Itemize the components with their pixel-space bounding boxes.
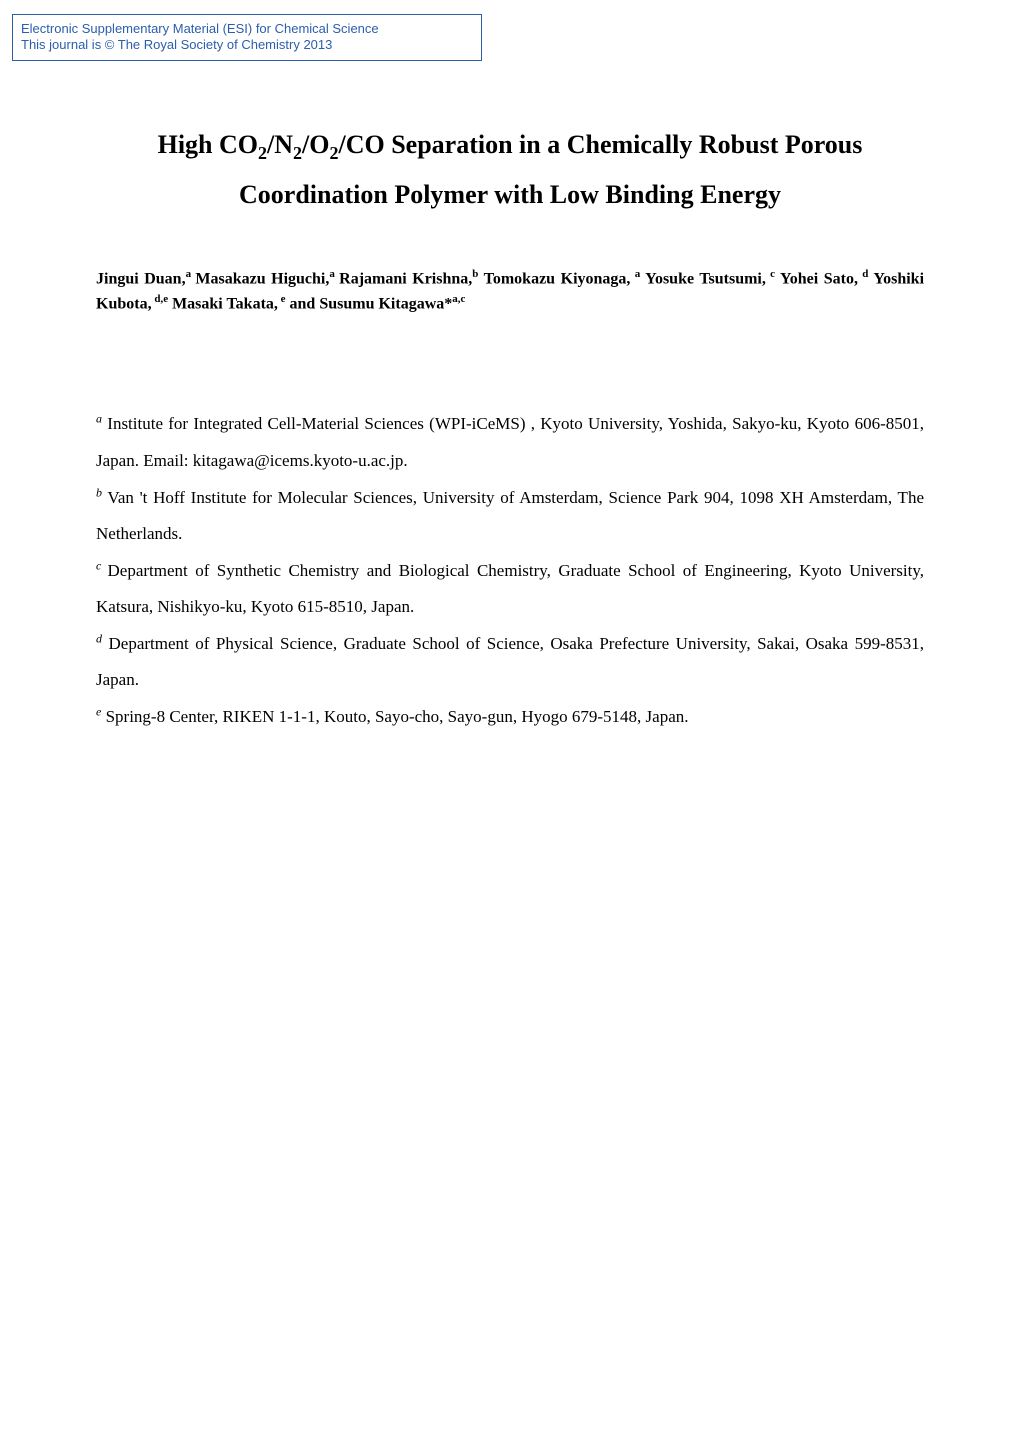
author-9-affil: a,c (452, 293, 465, 305)
title-sub1: 2 (258, 143, 267, 163)
affil-d-text: Department of Physical Science, Graduate… (96, 634, 924, 690)
affil-e-text: Spring-8 Center, RIKEN 1-1-1, Kouto, Say… (101, 707, 688, 726)
affil-c-text: Department of Synthetic Chemistry and Bi… (96, 561, 924, 617)
author-8: Masaki Takata, (168, 295, 278, 312)
author-2: Masakazu Higuchi, (195, 270, 329, 287)
author-8-affil: e (278, 293, 286, 305)
author-5-affil: c (766, 268, 775, 280)
affiliation-e: e Spring-8 Center, RIKEN 1-1-1, Kouto, S… (96, 699, 924, 736)
title-part-prefix: High CO (158, 130, 258, 159)
author-3: Rajamani Krishna, (339, 270, 472, 287)
author-2-affil: a (329, 268, 339, 280)
title-part-suffix: /CO Separation in a Chemically Robust Po… (239, 130, 862, 209)
title-sub2: 2 (293, 143, 302, 163)
title-part-mid2: /O (302, 130, 329, 159)
author-4-affil: a (630, 268, 640, 280)
author-1-affil: a (186, 268, 196, 280)
esi-header-line2: This journal is © The Royal Society of C… (21, 37, 473, 53)
author-5: Yosuke Tsutsumi, (640, 270, 766, 287)
page-content: High CO2/N2/O2/CO Separation in a Chemic… (96, 80, 924, 735)
authors-block: Jingui Duan,a Masakazu Higuchi,a Rajaman… (96, 266, 924, 317)
author-9: and Susumu Kitagawa* (286, 295, 453, 312)
title-part-mid1: /N (267, 130, 293, 159)
affiliations-block: a Institute for Integrated Cell-Material… (96, 406, 924, 735)
affil-c-sup: c (96, 558, 108, 572)
esi-header-line1: Electronic Supplementary Material (ESI) … (21, 21, 473, 37)
author-6: Yohei Sato, (775, 270, 858, 287)
affiliation-b: b Van 't Hoff Institute for Molecular Sc… (96, 480, 924, 553)
affiliation-a: a Institute for Integrated Cell-Material… (96, 406, 924, 479)
affiliation-d: d Department of Physical Science, Gradua… (96, 626, 924, 699)
affiliation-c: c Department of Synthetic Chemistry and … (96, 553, 924, 626)
affil-b-text: Van 't Hoff Institute for Molecular Scie… (96, 488, 924, 544)
paper-title: High CO2/N2/O2/CO Separation in a Chemic… (96, 120, 924, 220)
esi-header-box: Electronic Supplementary Material (ESI) … (12, 14, 482, 61)
author-7-affil: d,e (152, 293, 169, 305)
author-6-affil: d (858, 268, 868, 280)
affil-a-text: Institute for Integrated Cell-Material S… (96, 414, 924, 470)
author-4: Tomokazu Kiyonaga, (478, 270, 630, 287)
author-1: Jingui Duan, (96, 270, 186, 287)
